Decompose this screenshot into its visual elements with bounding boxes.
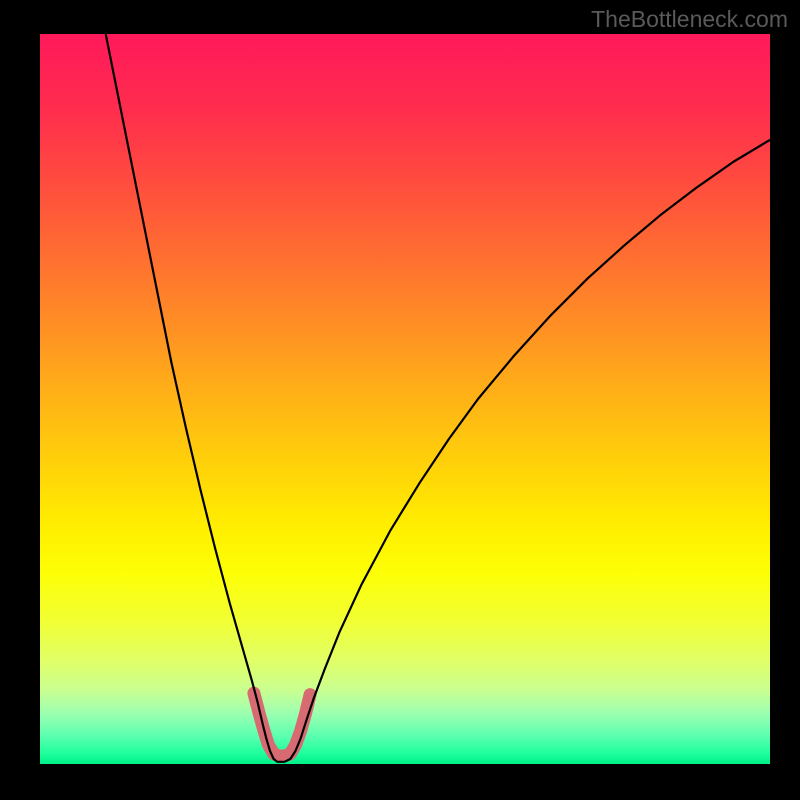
gradient-background — [40, 34, 770, 764]
plot-area — [40, 34, 770, 764]
bottleneck-curve-chart — [40, 34, 770, 764]
chart-container: TheBottleneck.com — [0, 0, 800, 800]
watermark-text: TheBottleneck.com — [591, 6, 788, 33]
